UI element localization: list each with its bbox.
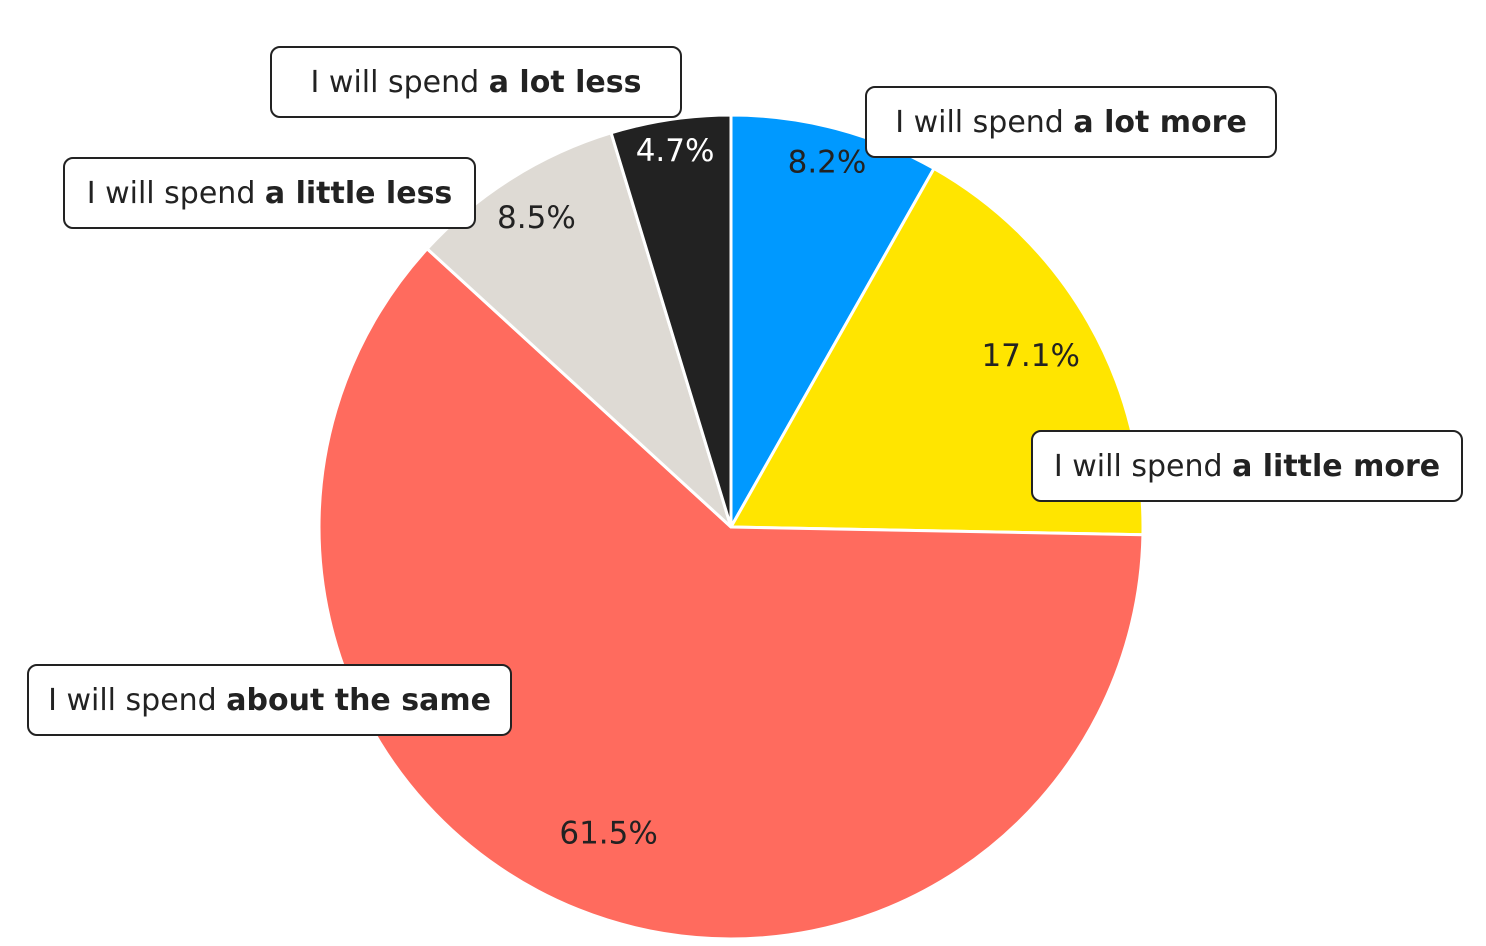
callout-a-lot-more: I will spend a lot more bbox=[865, 86, 1277, 158]
callout-prefix: I will spend bbox=[86, 175, 256, 211]
callout-a-little-less: I will spend a little less bbox=[63, 157, 476, 229]
callout-prefix: I will spend bbox=[48, 682, 217, 718]
pie-value-label: 17.1% bbox=[981, 338, 1079, 374]
callout-a-lot-less: I will spend a lot less bbox=[270, 46, 682, 118]
pie-slice-a-lot-more bbox=[729, 113, 936, 529]
callout-emph: a little more bbox=[1232, 448, 1441, 484]
callout-emph: a lot less bbox=[488, 64, 642, 100]
callout-emph: about the same bbox=[226, 682, 491, 718]
callout-emph: a little less bbox=[264, 175, 453, 211]
pie-slice-a-little-less bbox=[425, 131, 733, 529]
pie-value-labels: 8.2% 17.1% 61.5% 8.5% 4.7% bbox=[497, 133, 1080, 851]
callout-a-little-more: I will spend a little more bbox=[1031, 430, 1463, 502]
pie-slice-a-lot-less bbox=[609, 113, 733, 529]
pie-value-label: 8.2% bbox=[788, 144, 867, 180]
callout-prefix: I will spend bbox=[895, 104, 1064, 140]
pie-value-label: 61.5% bbox=[559, 815, 657, 851]
callout-about-the-same: I will spend about the same bbox=[27, 664, 512, 736]
pie-slice-about-the-same bbox=[317, 247, 1145, 941]
pie-slices bbox=[317, 113, 1145, 941]
pie-value-label: 4.7% bbox=[636, 133, 715, 169]
pie-value-label: 8.5% bbox=[497, 200, 576, 236]
callout-prefix: I will spend bbox=[310, 64, 480, 100]
callout-emph: a lot more bbox=[1073, 104, 1247, 140]
callout-prefix: I will spend bbox=[1053, 448, 1223, 484]
